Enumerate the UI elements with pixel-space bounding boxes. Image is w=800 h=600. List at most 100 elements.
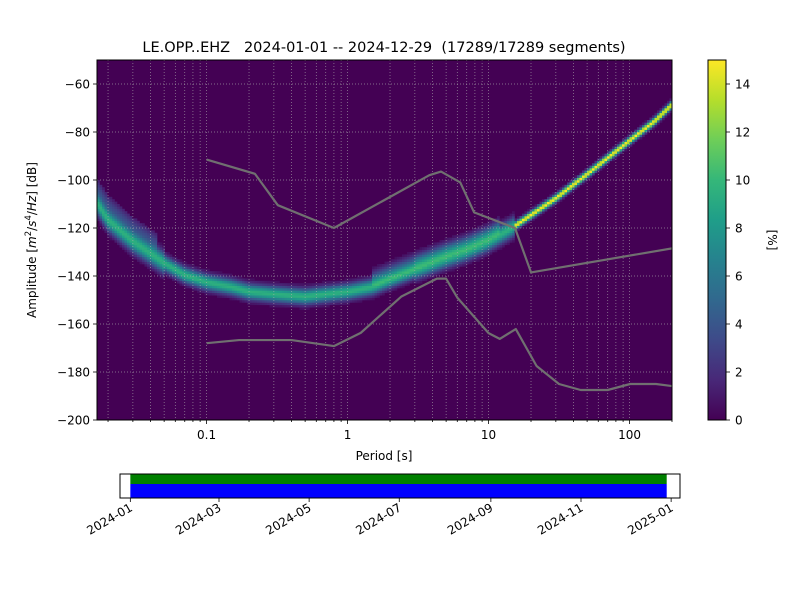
heatmap-cell [422,261,425,265]
heatmap-cell [189,283,193,286]
timeline-tick-label: 2024-01 [84,500,134,537]
heatmap-cell [324,297,328,301]
heatmap-cell [279,302,283,306]
heatmap-cell [237,278,240,282]
heatmap-cell [447,242,450,246]
heatmap-cell [197,290,200,294]
heatmap-cell [207,276,210,279]
heatmap-cell [492,249,495,253]
heatmap-cell [482,244,485,248]
heatmap-cell [147,247,150,250]
heatmap-cell [204,268,208,272]
heatmap-cell [189,280,193,284]
heatmap-cell [484,237,488,241]
heatmap-cell [214,285,218,289]
heatmap-cell [367,295,370,298]
heatmap-cell [402,264,405,267]
heatmap-cell [114,235,118,238]
heatmap-cell [454,235,458,238]
heatmap-cell [664,105,668,109]
heatmap-cell [274,292,278,296]
heatmap-cell [507,228,510,231]
heatmap-cell [342,285,345,289]
heatmap-cell [129,232,133,236]
heatmap-cell [302,285,305,289]
heatmap-cell [369,297,373,301]
heatmap-cell [227,283,230,286]
heatmap-cell [127,237,130,241]
heatmap-cell [434,268,438,272]
heatmap-cell [222,288,225,291]
heatmap-cell [412,261,415,265]
heatmap-cell [179,273,183,277]
heatmap-cell [477,247,480,250]
heatmap-cell [97,213,100,217]
heatmap-cell [444,264,448,267]
heatmap-cell [569,192,573,195]
heatmap-cell [462,261,465,265]
heatmap-cell [484,254,488,258]
heatmap-cell [512,230,515,234]
heatmap-cell [459,242,463,246]
heatmap-cell [107,235,110,238]
heatmap-cell [174,268,178,272]
heatmap-cell [327,302,330,306]
heatmap-cell [487,249,490,253]
heatmap-cell [484,228,488,231]
heatmap-cell [567,187,570,190]
heatmap-cell [337,280,340,284]
heatmap-cell [459,235,463,238]
heatmap-cell [379,290,383,294]
heatmap-cell [454,266,458,270]
heatmap-cell [142,259,145,262]
heatmap-cell [344,300,348,303]
heatmap-cell [354,280,358,284]
heatmap-cell [419,249,423,253]
heatmap-cell [122,230,125,234]
heatmap-cell [637,136,640,140]
heatmap-cell [314,300,318,303]
heatmap-cell [297,297,300,301]
heatmap-cell [134,237,138,241]
heatmap-cell [114,213,118,217]
heatmap-cell [414,280,418,284]
heatmap-cell [434,261,438,265]
heatmap-cell [419,276,423,279]
heatmap-cell [239,297,243,301]
heatmap-cell [212,278,215,282]
heatmap-cell [104,225,108,229]
heatmap-cell [442,249,445,253]
heatmap-cell [537,213,540,217]
heatmap-cell [102,201,105,205]
heatmap-cell [379,273,383,277]
heatmap-cell [439,242,443,246]
heatmap-cell [449,247,453,250]
heatmap-cell [472,256,475,260]
heatmap-cell [244,280,248,284]
heatmap-cell [442,256,445,260]
heatmap-cell [394,261,398,265]
heatmap-cell [432,276,435,279]
heatmap-cell [119,225,123,229]
heatmap-cell [372,295,375,298]
heatmap-cell [429,254,433,258]
heatmap-cell [447,268,450,272]
timeline-tick-label: 2025-01 [625,500,675,537]
heatmap-cell [414,256,418,260]
heatmap-cell [644,132,648,135]
heatmap-cell [557,199,560,202]
heatmap-cell [107,199,110,202]
heatmap-cell [174,278,178,282]
heatmap-cell [434,264,438,267]
heatmap-cell [437,266,440,270]
heatmap-cell [177,266,180,270]
heatmap-cell [299,292,303,296]
heatmap-cell [177,264,180,267]
heatmap-cell [214,271,218,274]
heatmap-cell [372,266,375,270]
heatmap-cell [459,249,463,253]
heatmap-cell [464,235,468,238]
heatmap-cell [497,242,500,246]
heatmap-cell [229,280,233,284]
heatmap-cell [124,216,128,219]
